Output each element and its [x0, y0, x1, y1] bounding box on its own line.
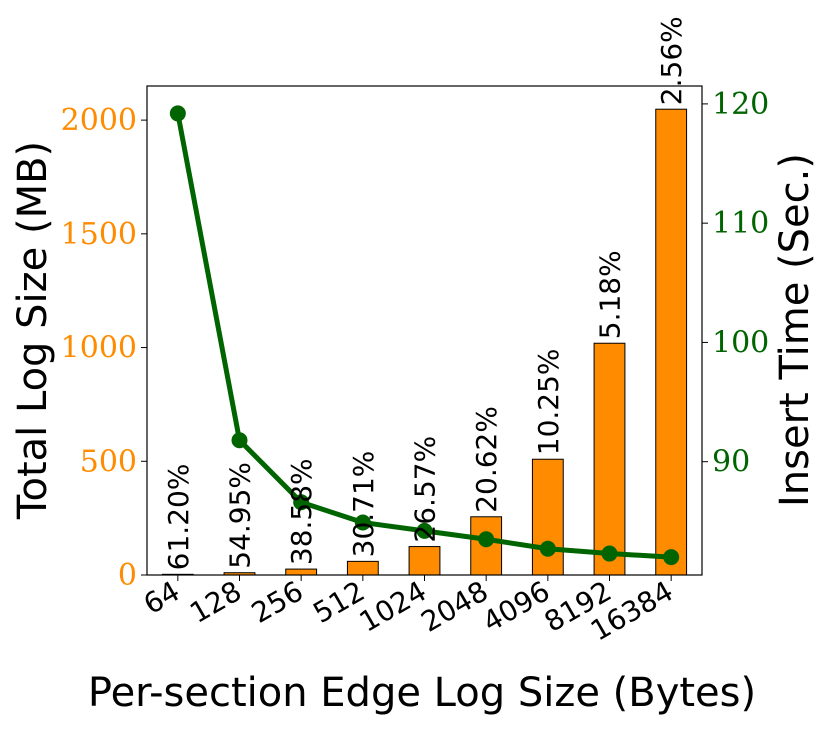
line-point: [354, 514, 371, 531]
line-point: [231, 432, 248, 449]
line-point: [478, 531, 495, 548]
bar-data-label: 2.56%: [655, 16, 688, 105]
line-point: [169, 105, 186, 122]
bar: [531, 458, 564, 576]
bar-data-label: 30.71%: [347, 451, 380, 558]
line-point: [416, 522, 433, 539]
y-left-tick-label: 1000: [61, 331, 137, 366]
y-left-tick-label: 2000: [61, 103, 137, 138]
bar-data-label: 26.57%: [409, 436, 442, 543]
bar: [655, 108, 688, 576]
line-point: [293, 494, 310, 511]
x-tick-label: 128: [184, 574, 247, 629]
y-left-tick-label: 1500: [61, 217, 137, 252]
y-right-tick-label: 120: [712, 87, 769, 122]
bar-data-label: 61.20%: [162, 464, 195, 571]
bar: [408, 546, 441, 576]
bar: [593, 342, 626, 576]
bar-data-label: 20.62%: [470, 406, 503, 513]
line-point: [539, 540, 556, 557]
x-tick-label: 64: [138, 574, 185, 620]
x-axis-label: Per-section Edge Log Size (Bytes): [88, 670, 756, 716]
y-right-tick-label: 100: [712, 325, 769, 360]
x-tick-label: 256: [246, 574, 309, 629]
bar-data-label: 38.58%: [285, 458, 318, 565]
bar: [285, 568, 318, 576]
y-right-tick-label: 90: [712, 445, 750, 480]
y-left-tick-label: 500: [80, 444, 137, 479]
bar: [346, 560, 379, 576]
bar-data-label: 10.25%: [532, 348, 565, 455]
line-point: [663, 549, 680, 566]
y-left-tick-label: 0: [118, 558, 137, 593]
line-point: [601, 545, 618, 562]
y-axis-right-label: Insert Time (Sec.): [772, 153, 818, 507]
bar-data-label: 5.18%: [594, 250, 627, 339]
y-axis-left-label: Total Log Size (MB): [10, 141, 56, 520]
bar-data-label: 54.95%: [224, 462, 257, 569]
y-right-tick-label: 110: [712, 206, 769, 241]
